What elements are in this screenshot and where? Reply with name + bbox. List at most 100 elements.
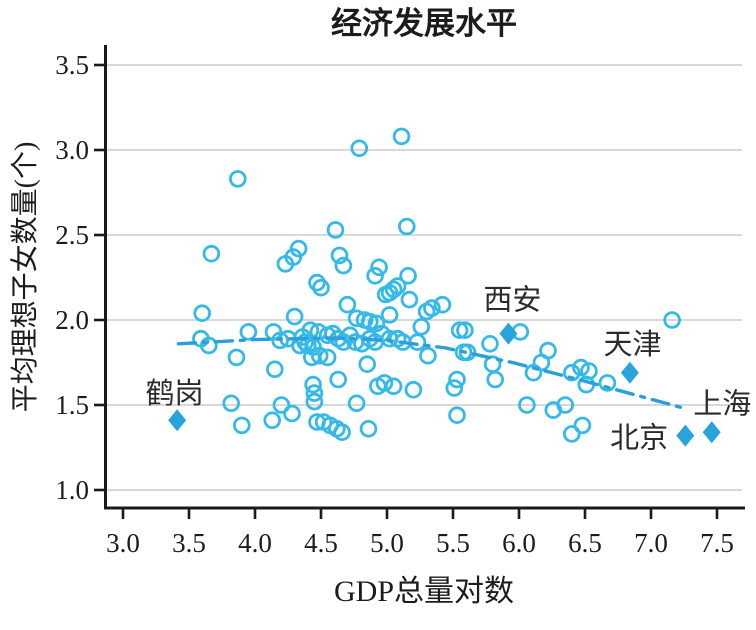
- data-point-circle: [334, 256, 353, 275]
- city-diamond: [620, 361, 639, 384]
- y-tick-label: 1.0: [55, 475, 89, 505]
- trend-line: [176, 336, 690, 411]
- city-label: 西安: [483, 284, 541, 317]
- y-axis-title: 平均理想子女数量(个): [9, 142, 41, 413]
- data-point-circle: [370, 258, 388, 277]
- data-point-circle: [423, 299, 441, 317]
- x-tick-label: 4.0: [238, 528, 272, 558]
- data-point-circle: [283, 404, 301, 423]
- data-point-circle: [227, 348, 246, 367]
- data-point-circle: [202, 244, 221, 263]
- data-point-circle: [572, 358, 590, 377]
- data-point-circle: [375, 374, 394, 392]
- data-point-circle: [285, 307, 304, 326]
- data-point-circle: [562, 425, 581, 443]
- data-point-circle: [222, 394, 241, 413]
- y-tick-label: 3.5: [55, 50, 89, 80]
- city-label: 天津: [604, 329, 662, 361]
- data-point-circle: [350, 139, 369, 158]
- city-diamond: [676, 424, 695, 447]
- data-point-circle: [229, 170, 247, 188]
- x-tick-label: 4.5: [304, 528, 338, 558]
- data-point-circle: [324, 324, 342, 343]
- data-point-circle: [318, 348, 337, 367]
- y-tick-label: 3.0: [55, 135, 89, 165]
- y-tick-label: 2.0: [55, 305, 89, 335]
- data-point-circle: [450, 321, 469, 340]
- data-point-circle: [276, 255, 295, 273]
- x-tick-label: 7.0: [634, 528, 668, 558]
- data-point-circle: [380, 283, 399, 302]
- tick-labels: 3.0 3.5 4.0 4.5 5.0 5.5 6.0 6.5 7.0 7.5 1.0 1.5 2.0 2…: [55, 50, 734, 558]
- data-point-circle: [518, 396, 536, 414]
- city-diamond: [702, 421, 721, 444]
- x-tick-label: 5.0: [370, 528, 404, 558]
- data-point-circle: [598, 374, 617, 392]
- data-point-circle: [358, 355, 377, 374]
- data-point-circle: [304, 375, 322, 394]
- x-tick-label: 7.5: [700, 528, 734, 558]
- trend-line-layer: [176, 336, 690, 411]
- data-point-circle: [663, 311, 681, 329]
- x-tick-label: 3.5: [172, 528, 206, 558]
- data-point-circle: [400, 290, 419, 309]
- data-point-circle: [392, 127, 411, 146]
- data-point-circle: [481, 334, 499, 353]
- city-diamond: [168, 409, 187, 432]
- data-point-circle: [330, 246, 349, 265]
- data-point-circle: [419, 346, 437, 365]
- y-tick-label: 2.5: [55, 220, 89, 250]
- data-point-circle: [573, 416, 592, 435]
- axes: [104, 45, 745, 510]
- data-point-circle: [367, 314, 386, 333]
- data-point-circle: [233, 416, 251, 435]
- city-diamonds: [168, 322, 721, 447]
- data-point-circle: [272, 396, 291, 414]
- data-point-circle: [193, 304, 212, 323]
- data-point-circle: [326, 221, 345, 239]
- data-point-circle: [305, 384, 324, 402]
- city-label: 上海: [693, 387, 751, 420]
- data-point-circle: [359, 419, 378, 438]
- data-point-circle: [412, 317, 431, 336]
- data-point-circle: [384, 377, 403, 396]
- data-point-circle: [271, 331, 289, 350]
- data-point-circle: [263, 411, 282, 430]
- data-point-circle: [433, 295, 452, 314]
- data-point-circle: [265, 360, 284, 379]
- x-tick-label: 6.5: [568, 528, 602, 558]
- x-tick-label: 5.5: [436, 528, 470, 558]
- data-point-circle: [366, 266, 384, 285]
- data-point-circle: [301, 321, 320, 340]
- city-label: 鹤岗: [145, 377, 203, 410]
- city-diamond: [499, 322, 518, 345]
- data-point-circle: [397, 217, 416, 236]
- data-point-circle: [456, 321, 474, 340]
- data-point-circle: [329, 370, 348, 389]
- chart-title: 经济发展水平: [331, 6, 517, 41]
- data-point-circle: [562, 363, 581, 382]
- data-point-circle: [399, 266, 417, 285]
- data-point-circle: [448, 370, 466, 389]
- data-point-circle: [305, 392, 324, 411]
- data-point-circle: [239, 323, 258, 341]
- data-point-circle: [448, 406, 466, 425]
- data-point-circle: [404, 380, 423, 399]
- x-tick-label: 6.0: [502, 528, 536, 558]
- data-point-circle: [200, 336, 218, 355]
- data-point-circle: [445, 379, 464, 397]
- data-point-circle: [486, 370, 505, 389]
- data-point-circle: [524, 363, 543, 382]
- city-label: 北京: [610, 421, 668, 454]
- data-point-circle: [310, 346, 329, 365]
- x-tick-label: 3.0: [106, 528, 140, 558]
- data-point-circle: [544, 401, 563, 419]
- data-point-circle: [312, 278, 330, 297]
- data-point-circle: [384, 280, 403, 299]
- tick-marks: [94, 63, 719, 519]
- y-tick-label: 1.5: [55, 390, 89, 420]
- scatter-points: [192, 127, 681, 443]
